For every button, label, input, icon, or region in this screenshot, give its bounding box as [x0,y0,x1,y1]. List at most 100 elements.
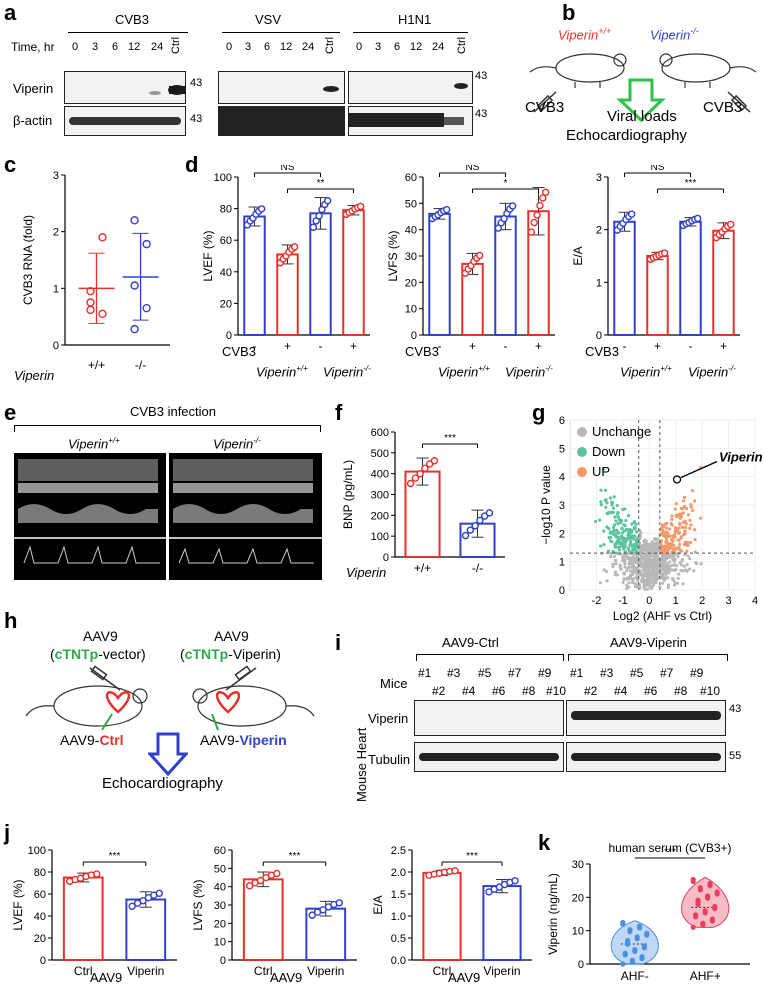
down-arrow-icon [148,732,188,777]
volcano-point [663,557,667,562]
y-tick-label: 0 [53,340,59,352]
data-point [442,205,451,214]
data-point [130,281,139,290]
y-tick-label: 60 [214,845,226,857]
data-point [142,303,151,313]
volcano-point [663,551,667,555]
h1n1-header: H1N1 [398,12,432,27]
data-point [256,876,265,885]
volcano-point [684,506,689,511]
mouse-id: #7 [660,666,674,680]
y-tick-label: 60 [405,172,417,184]
chart-d1: 0 20 40 60 80 100 LVEF (%) - + - + NS ** [201,165,370,353]
data-point [714,891,720,897]
data-point [86,298,95,307]
volcano-point [632,552,637,556]
y-tick-label: 40 [214,882,226,894]
i-row-tubulin: Tubulin [368,752,411,767]
x-tick-label: - [253,339,257,353]
chart-d2: 0 10 20 30 40 50 60 LVFS (%) - + - + NS * [386,165,555,353]
volcano-point [665,521,669,526]
data-point [707,883,713,889]
volcano-point [599,500,603,504]
volcano-point [626,513,631,518]
data-point [98,309,107,319]
bar [646,255,669,336]
violin [681,876,730,928]
volcano-point [686,513,690,517]
mouse-id: #5 [478,666,492,680]
panel-label-j: j [4,820,11,845]
volcano-point [630,522,634,526]
tp-label: 24 [151,41,164,53]
volcano-point [678,542,682,546]
x-tick-label: + [654,339,661,353]
volcano-point [610,500,614,504]
volcano-point [627,581,631,585]
mw-55: 55 [729,750,742,762]
y-axis-label: LVFS (%) [191,879,205,930]
x-tick-label: + [350,339,357,353]
syringe-icon [727,91,751,113]
volcano-point [651,545,655,549]
mouse-id: #9 [538,666,552,680]
volcano-point [613,515,617,519]
mw-43: 43 [475,70,488,82]
volcano-point [608,531,612,535]
volcano-point [646,579,651,583]
d-virus-label: CVB3 [222,344,256,359]
volcano-point [599,503,603,507]
volcano-point [625,527,629,531]
data-point [142,239,151,249]
y-tick-label: 100 [214,172,232,184]
volcano-point [665,541,669,545]
volcano-point [634,561,638,565]
volcano-point [603,488,608,492]
volcano-point [681,511,685,515]
y-tick-label: 0 [220,955,226,967]
y-tick-label: 80 [220,204,232,216]
volcano-point [630,565,634,570]
mouse-id: #5 [630,666,644,680]
volcano-point [656,546,660,550]
volcano-point [603,498,607,503]
volcano-point [605,579,609,583]
y-tick-label: 2.0 [391,867,406,879]
h-right-top: AAV9 [214,628,249,644]
mouse-id: #10 [700,684,721,698]
volcano-point [681,569,685,573]
d-wt-label: Viperin+/+ [620,364,672,380]
volcano-point [656,575,660,579]
volcano-point [610,503,614,507]
volcano-point [611,525,616,530]
y-tick-label: 1 [559,557,565,569]
bar [242,878,284,961]
volcano-point [623,523,627,528]
volcano-point [622,571,626,575]
y-tick-label: 30 [405,251,417,263]
data-point [130,216,139,225]
cvb3-bracket [68,32,188,33]
virus-left: CVB3 [525,99,565,116]
x-tick-label: Viperin [307,964,344,978]
mouse-id: #10 [546,684,567,698]
blot-viperin-tubulin [566,742,726,772]
virus-right: CVB3 [703,99,743,116]
volcano-point [679,536,683,540]
blot-h1n1-actin [348,106,473,136]
volcano-point [687,567,692,571]
volcano-point [664,571,668,575]
volcano-point [648,565,652,570]
volcano-point [617,537,621,541]
ctrl-label: Ctrl [324,36,336,54]
mouse-id: #1 [418,666,432,680]
volcano-point [643,556,647,560]
volcano-point [667,560,672,564]
volcano-point [609,555,613,559]
y-tick-label: 200 [371,510,389,522]
data-point [476,516,484,525]
sig-label: *** [109,851,121,862]
d-virus-label: CVB3 [405,344,439,359]
down-arrow-icon [616,78,666,123]
mouse-id: #1 [570,666,584,680]
